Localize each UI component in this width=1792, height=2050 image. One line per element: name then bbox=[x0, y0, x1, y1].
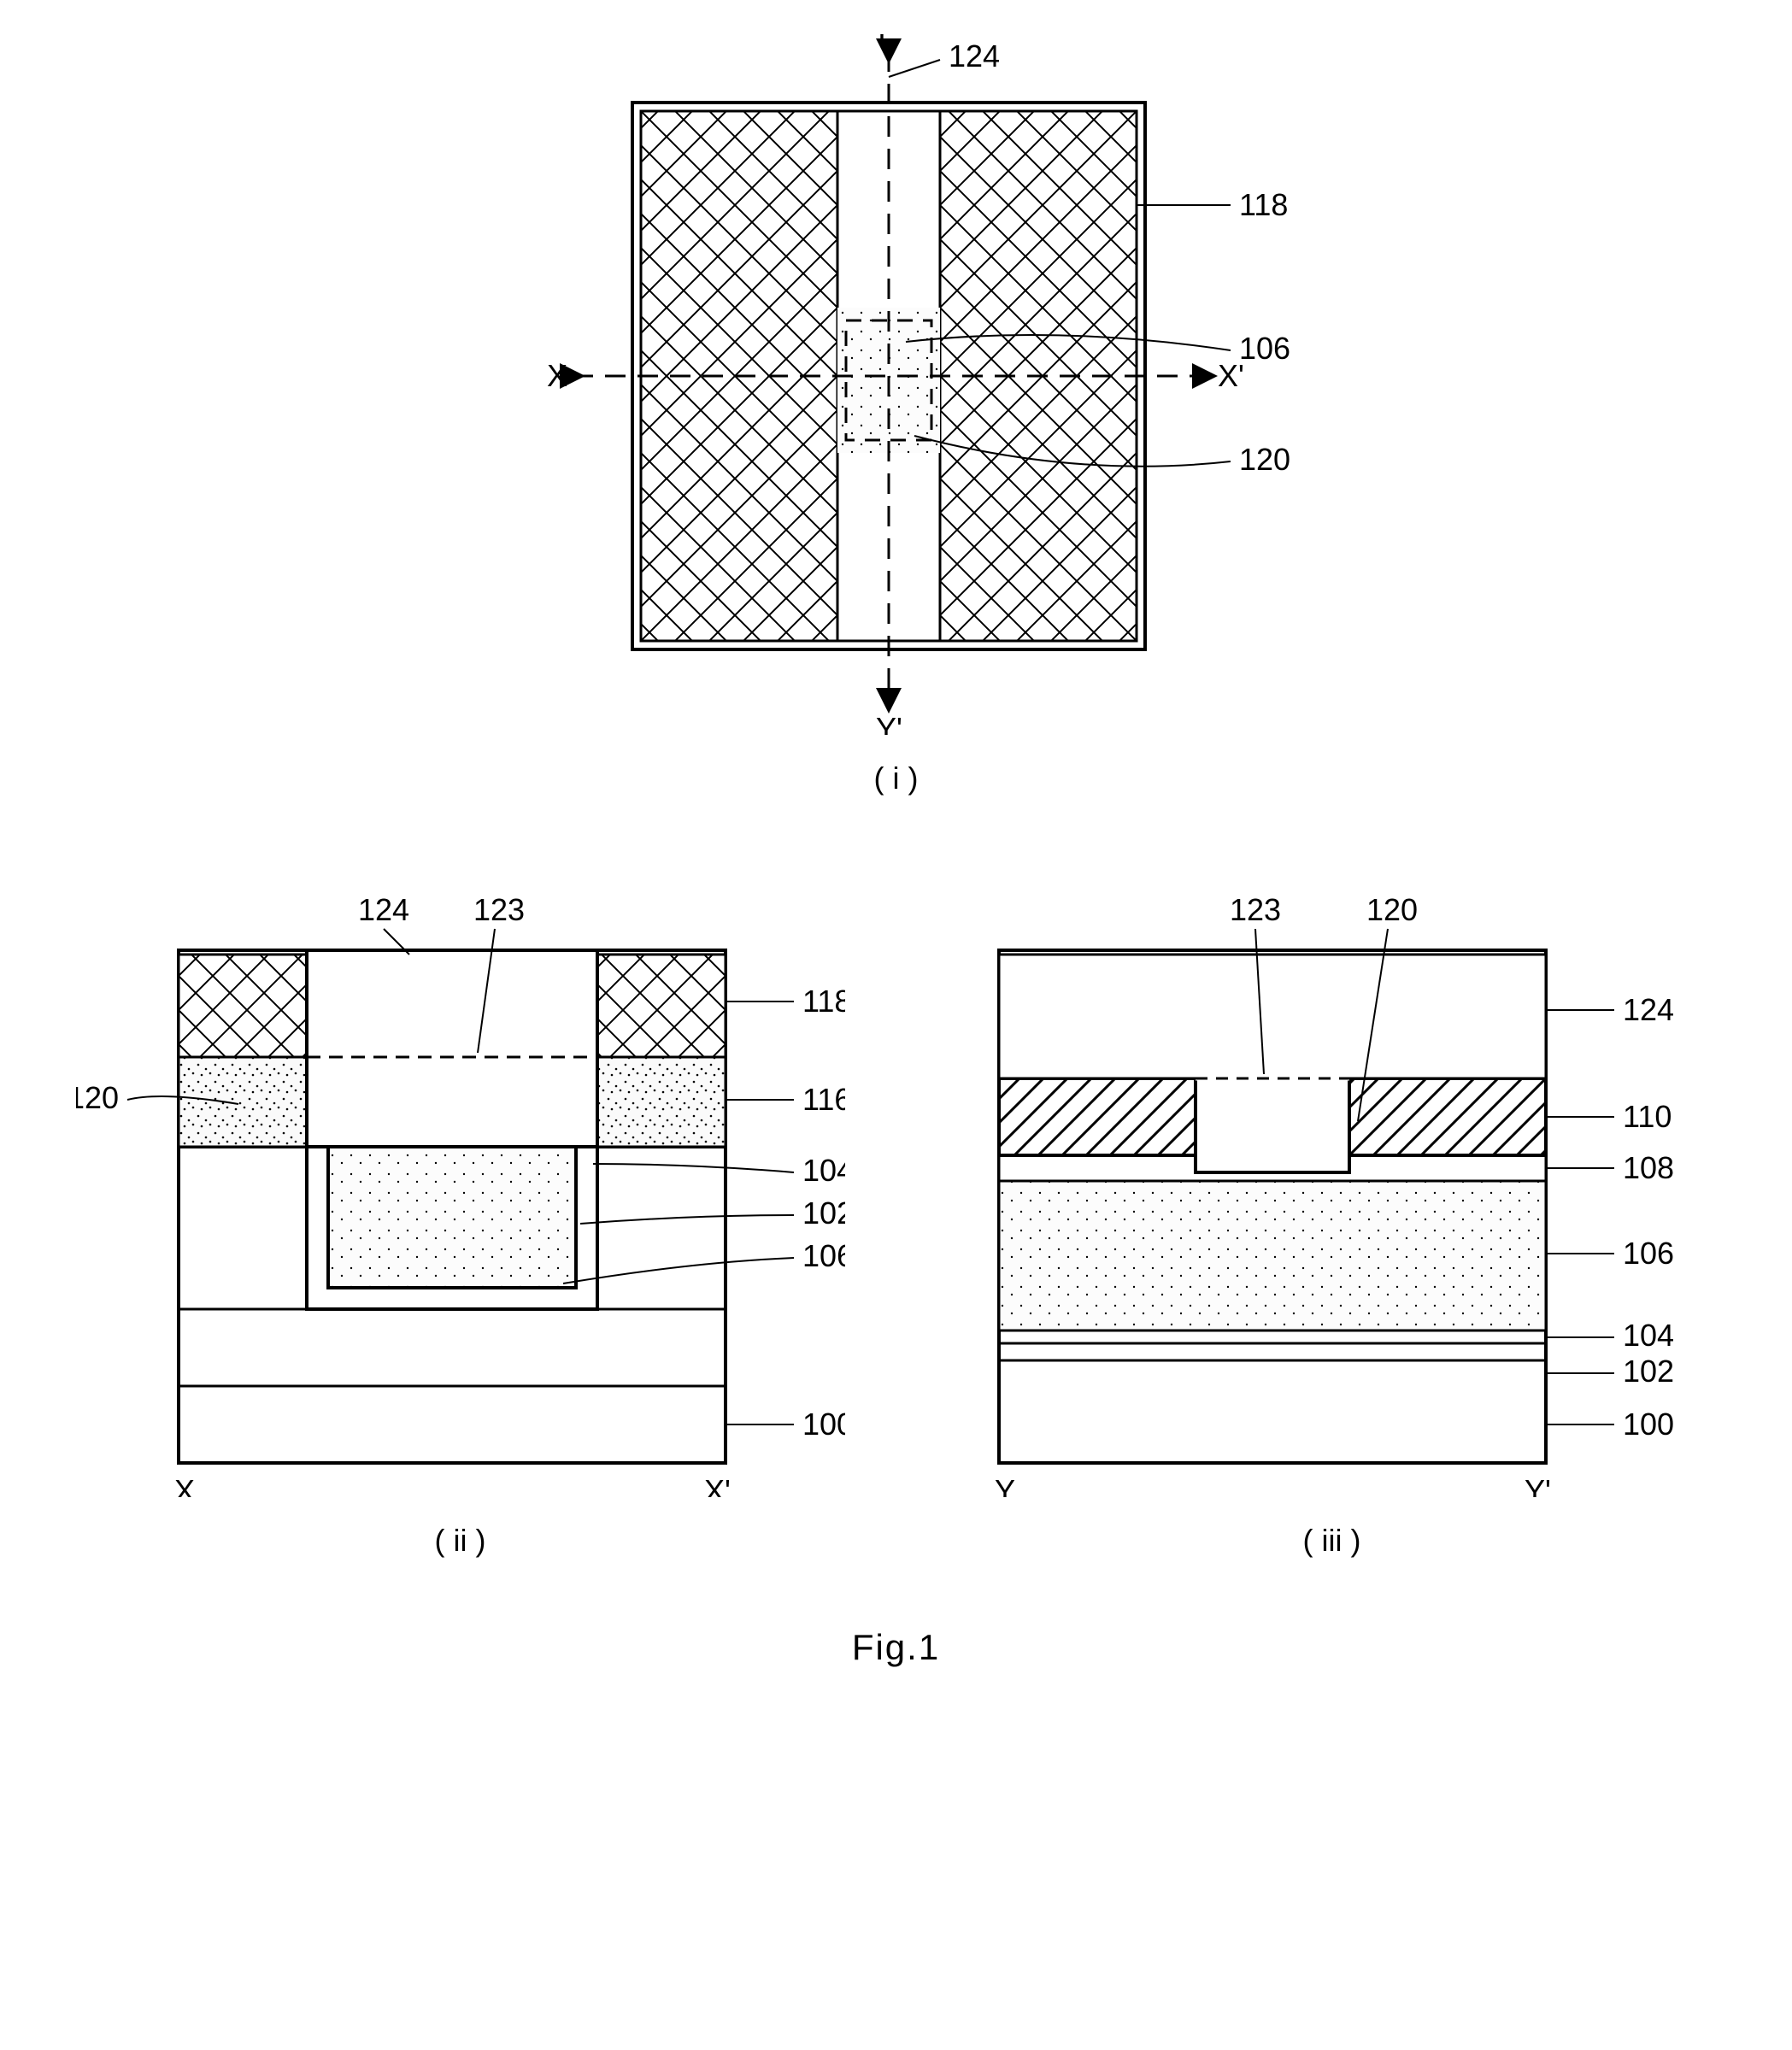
ref-ii-102: 102 bbox=[802, 1195, 845, 1231]
axis-ii-xp: X' bbox=[704, 1473, 731, 1497]
ref-118: 118 bbox=[1239, 187, 1288, 222]
ref-ii-124: 124 bbox=[358, 892, 409, 927]
diagram-ii: 124 123 118 116 120 104 102 106 100 X X' bbox=[76, 882, 845, 1497]
figure-caption: Fig.1 bbox=[34, 1627, 1758, 1668]
ref-iii-110: 110 bbox=[1623, 1099, 1672, 1134]
ref-ii-123: 123 bbox=[473, 892, 525, 927]
ref-iii-120: 120 bbox=[1366, 892, 1418, 927]
axis-x: X bbox=[547, 358, 567, 393]
ref-ii-104: 104 bbox=[802, 1153, 845, 1188]
ref-120: 120 bbox=[1239, 442, 1290, 477]
figure-container: X X' Y Y' 124 118 106 120 ( i ) bbox=[34, 34, 1758, 1668]
ref-iii-102: 102 bbox=[1623, 1354, 1674, 1389]
ref-ii-100: 100 bbox=[802, 1407, 845, 1442]
diagram-i: X X' Y Y' 124 118 106 120 bbox=[34, 34, 1758, 735]
ref-124: 124 bbox=[949, 38, 1000, 73]
sublabel-i: ( i ) bbox=[34, 761, 1758, 796]
ref-iii-124: 124 bbox=[1623, 992, 1674, 1027]
ref-ii-106: 106 bbox=[802, 1238, 845, 1273]
diagram-iii: 123 120 124 110 108 106 104 102 100 Y Y' bbox=[948, 882, 1717, 1497]
ref-iii-104: 104 bbox=[1623, 1318, 1674, 1353]
sublabel-ii: ( ii ) bbox=[76, 1523, 845, 1559]
axis-y: Y bbox=[872, 34, 892, 50]
axis-ii-x: X bbox=[174, 1473, 195, 1497]
axis-iii-y: Y bbox=[995, 1473, 1015, 1497]
axis-iii-yp: Y' bbox=[1525, 1473, 1551, 1497]
ref-iii-123: 123 bbox=[1230, 892, 1281, 927]
ref-106: 106 bbox=[1239, 331, 1290, 366]
ref-ii-120: 120 bbox=[76, 1080, 119, 1115]
ref-iii-106: 106 bbox=[1623, 1236, 1674, 1271]
ref-ii-116: 116 bbox=[802, 1082, 845, 1117]
ref-iii-100: 100 bbox=[1623, 1407, 1674, 1442]
sublabel-iii: ( iii ) bbox=[948, 1523, 1717, 1559]
ref-iii-108: 108 bbox=[1623, 1150, 1674, 1185]
axis-yp: Y' bbox=[876, 711, 902, 735]
ref-ii-118: 118 bbox=[802, 984, 845, 1019]
